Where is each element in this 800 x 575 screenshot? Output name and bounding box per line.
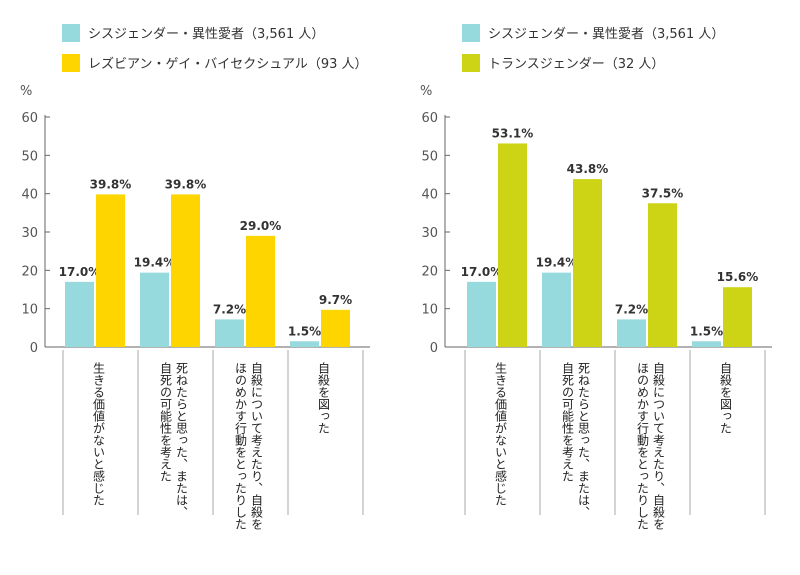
chart-panel-2: シスジェンダー・異性愛者（3,561 人） トランスジェンダー（32 人）% 0 10… [420,24,772,530]
category-label-1: 生きる価値がないと感じた [92,362,106,506]
bar-s1-c3 [215,319,244,347]
bar-s2-c2 [171,194,200,347]
y-tick-label: 0 [430,341,438,356]
y-tick-label: 10 [21,303,38,318]
bar-s1-c2 [542,272,571,347]
legend-label-2: トランスジェンダー（32 人） [488,57,664,72]
bar-s1-c1 [467,281,496,347]
data-label-s2-c4: 9.7% [319,293,352,307]
y-tick-label: 30 [421,226,438,241]
category-label-3: 自殺について考えたり、自殺を [250,362,264,530]
bar-s2-c3 [246,235,275,347]
chart-panel-1: シスジェンダー・異性愛者（3,561 人） レズビアン・ゲイ・バイセクシュアル（9… [20,24,370,530]
bar-s1-c2 [140,272,169,347]
category-label-2: 自死の可能性を考えた [561,362,575,482]
bar-s2-c4 [321,309,350,347]
category-label-3: ほのめかす行動をとったりした [234,362,248,530]
category-label-3: ほのめかす行動をとったりした [636,362,650,530]
data-label-s2-c2: 43.8% [567,162,609,176]
bar-s2-c1 [96,194,125,347]
y-tick-label: 20 [421,264,438,279]
data-label-s2-c1: 53.1% [492,126,534,140]
y-tick-label: 40 [21,188,38,203]
y-axis-unit: % [420,84,432,99]
y-tick-label: 10 [421,303,438,318]
bar-s1-c4 [692,341,721,347]
y-tick-label: 20 [21,264,38,279]
legend-swatch-1 [62,24,80,42]
y-tick-label: 30 [21,226,38,241]
legend-swatch-1 [462,24,480,42]
data-label-s1-c4: 1.5% [690,324,723,338]
data-label-s2-c2: 39.8% [165,177,207,191]
data-label-s2-c1: 39.8% [90,177,132,191]
category-label-1: 生きる価値がないと感じた [494,362,508,506]
category-label-2: 死ねたらと思った、または、 [175,362,189,518]
data-label-s1-c4: 1.5% [288,324,321,338]
y-tick-label: 40 [421,188,438,203]
legend-label-1: シスジェンダー・異性愛者（3,561 人） [488,27,724,42]
legend-label-2: レズビアン・ゲイ・バイセクシュアル（93 人） [88,56,368,72]
data-label-s1-c1: 17.0% [461,265,503,279]
bar-s2-c2 [573,179,602,347]
data-label-s2-c4: 15.6% [717,270,759,284]
category-label-4: 自殺を図った [317,362,331,434]
data-label-s2-c3: 29.0% [240,219,282,233]
data-label-s1-c3: 7.2% [615,302,648,316]
bar-s2-c1 [498,143,527,347]
bar-s1-c1 [65,281,94,347]
data-label-s1-c1: 17.0% [59,265,101,279]
data-label-s1-c2: 19.4% [134,256,176,270]
category-label-2: 自死の可能性を考えた [159,362,173,482]
y-tick-label: 50 [421,149,438,164]
bar-s1-c3 [617,319,646,347]
data-label-s1-c2: 19.4% [536,256,578,270]
legend-label-1: シスジェンダー・異性愛者（3,561 人） [88,27,324,42]
category-label-3: 自殺について考えたり、自殺を [652,362,666,530]
data-label-s2-c3: 37.5% [642,186,684,200]
y-axis-unit: % [20,84,32,99]
category-label-4: 自殺を図った [719,362,733,434]
legend-swatch-2 [462,54,480,72]
category-label-2: 死ねたらと思った、または、 [577,362,591,518]
y-tick-label: 60 [421,111,438,126]
data-label-s1-c3: 7.2% [213,302,246,316]
bar-s2-c4 [723,287,752,347]
y-tick-label: 50 [21,149,38,164]
y-tick-label: 60 [21,111,38,126]
bar-s1-c4 [290,341,319,347]
bar-s2-c3 [648,203,677,347]
legend-swatch-2 [62,54,80,72]
y-tick-label: 0 [30,341,38,356]
